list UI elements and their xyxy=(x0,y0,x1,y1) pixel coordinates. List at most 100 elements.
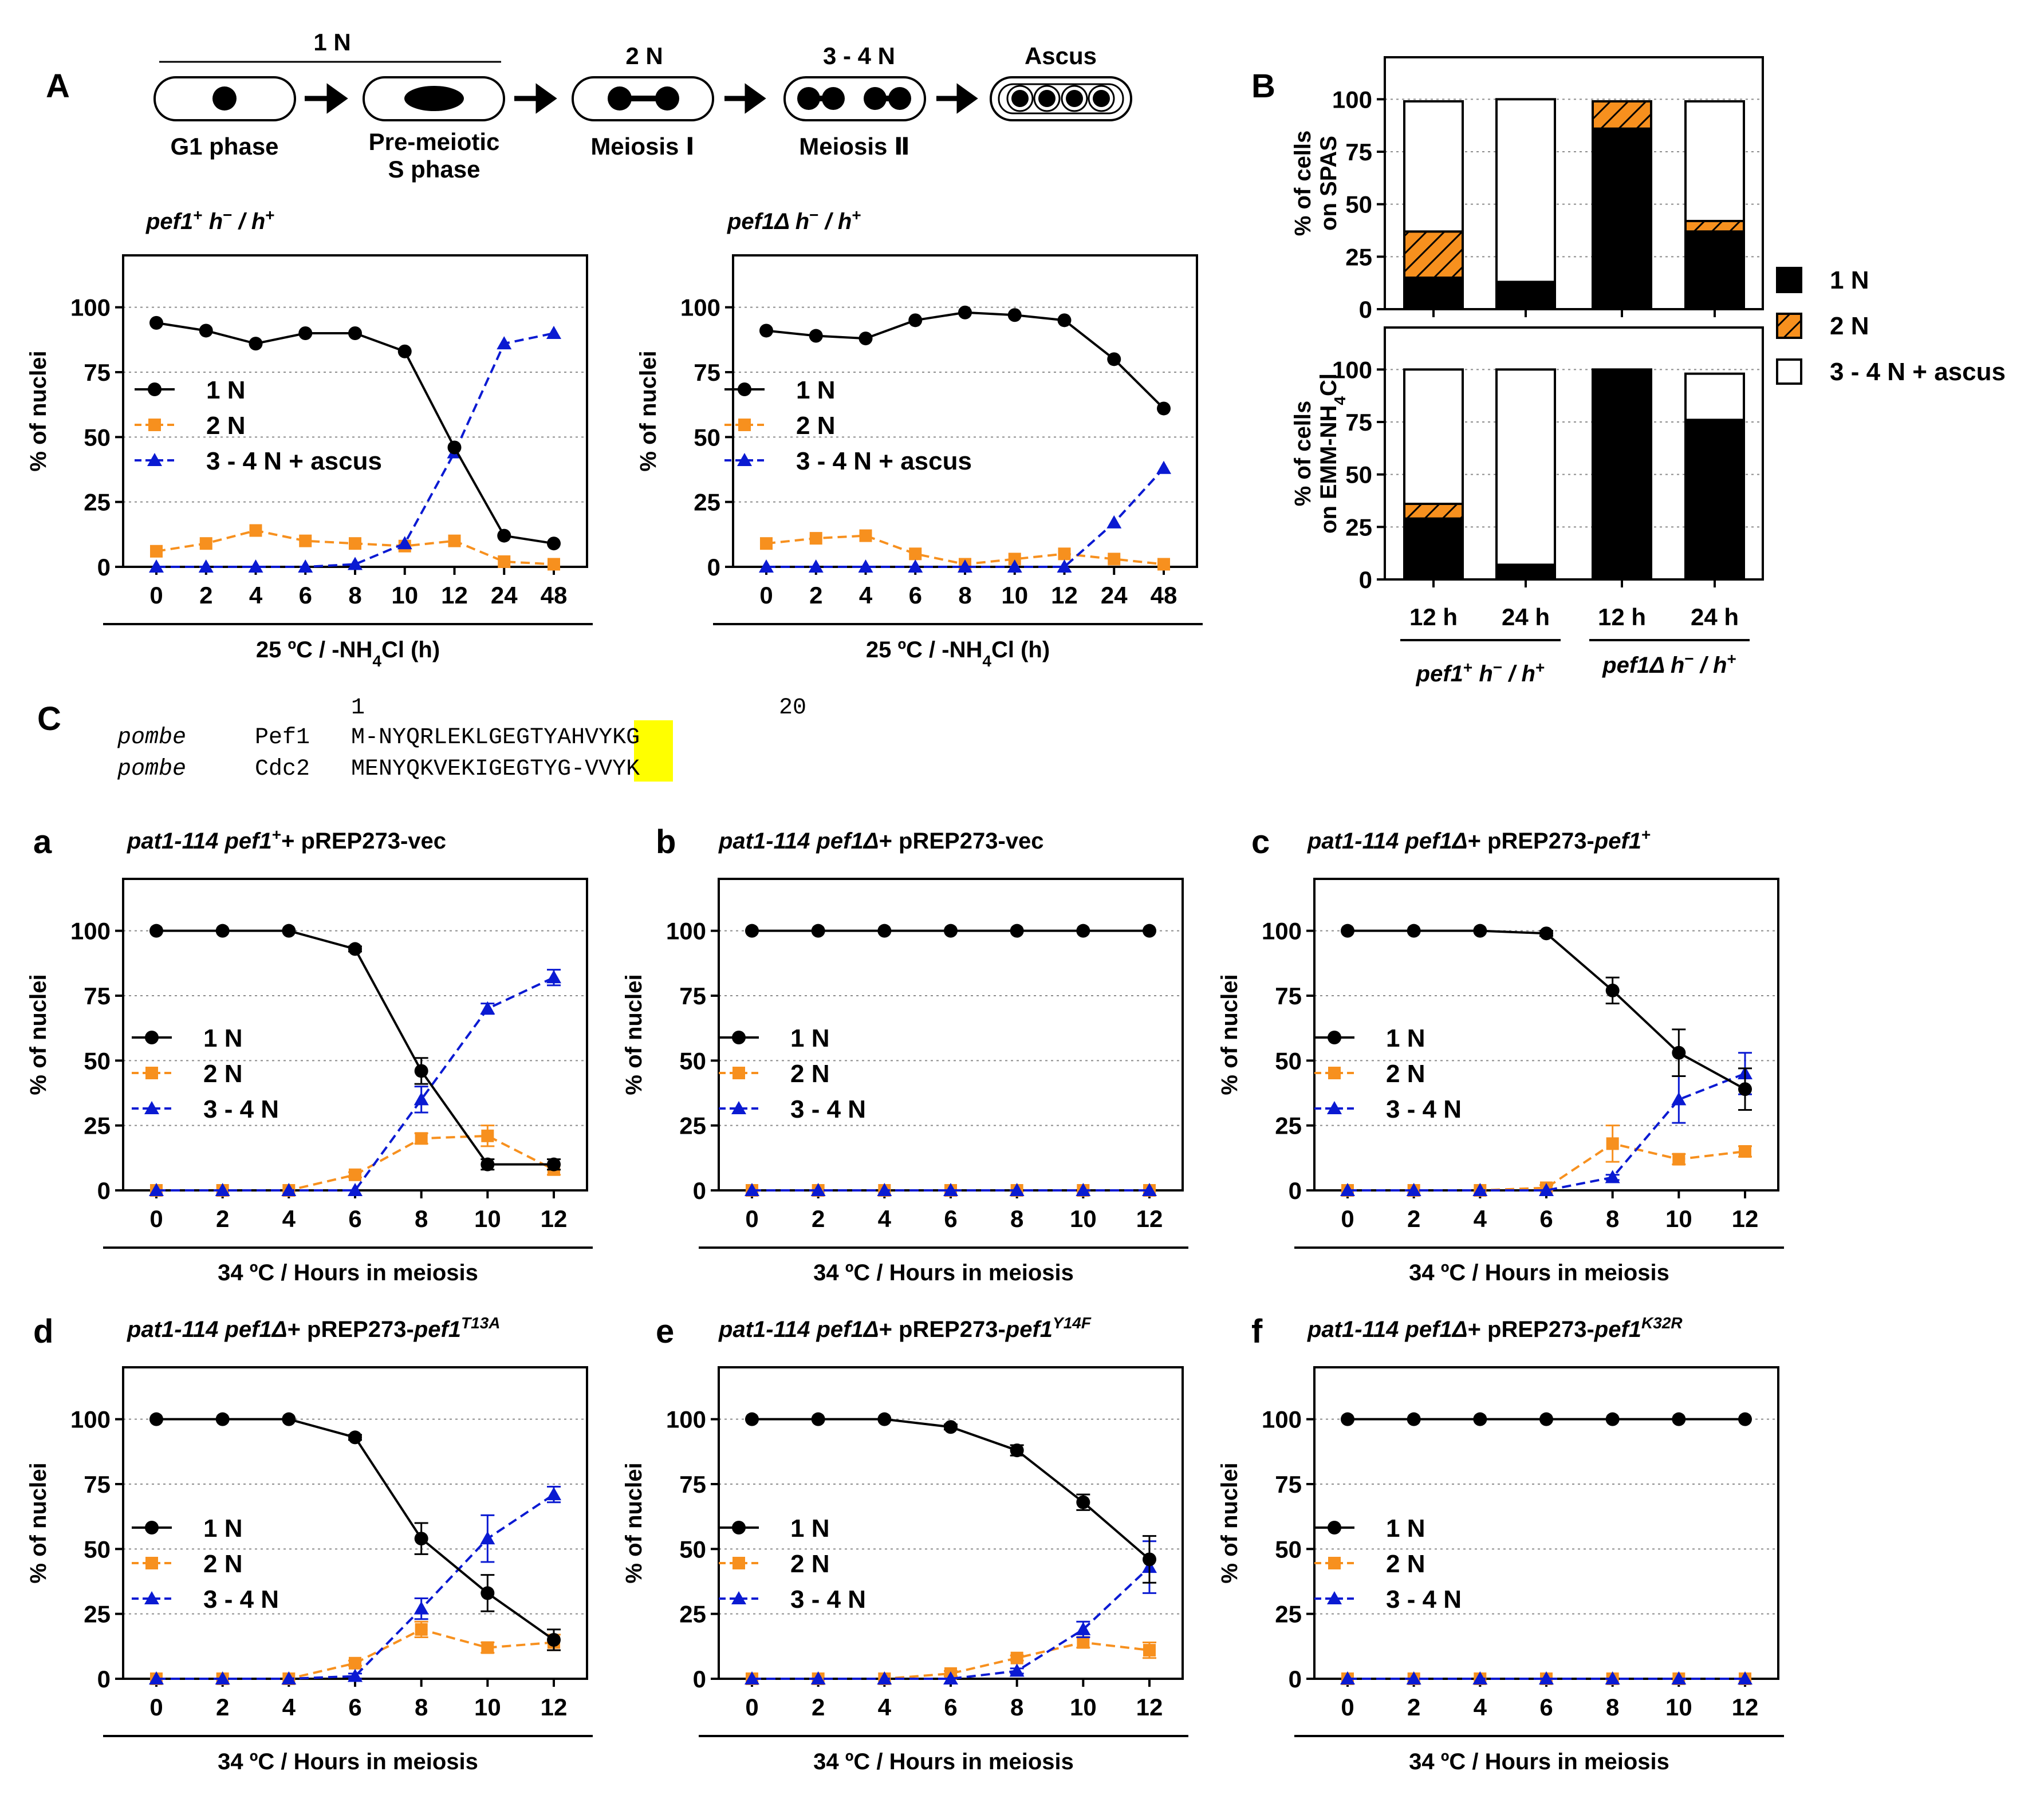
bar-segment-1n xyxy=(1495,281,1556,311)
data-point xyxy=(349,1656,361,1670)
data-point xyxy=(1472,1183,1488,1196)
meiosis-schematic: A 1 N 2 N 3 - 4 N Ascus xyxy=(46,29,1132,183)
data-point xyxy=(249,337,263,351)
y-tick-label: 0 xyxy=(1359,566,1372,593)
x-tick-label: 2 xyxy=(809,582,822,609)
legend-entry: 2 N xyxy=(203,1550,242,1578)
y-tick-label: 0 xyxy=(97,1666,111,1693)
data-point xyxy=(1606,1137,1619,1150)
x-tick-label: 10 xyxy=(1001,582,1028,609)
bar-segment-1n xyxy=(1403,517,1464,581)
data-point xyxy=(481,1129,494,1142)
legend-entry: 1 N xyxy=(203,1514,242,1542)
legend-marker xyxy=(148,419,161,431)
seq-residues-0: M-NYQRLEKLGEGTYAHVYKG xyxy=(351,725,640,751)
series-34n xyxy=(149,969,561,1196)
x-tick-label: 4 xyxy=(282,1694,296,1721)
x-tick-label: 4 xyxy=(249,582,263,609)
arrow-icon xyxy=(305,83,348,114)
legend-entry: 3 - 4 N xyxy=(790,1095,866,1123)
y-tick-label: 25 xyxy=(84,1112,111,1139)
legend-marker xyxy=(1327,1101,1342,1114)
stage-premeiotic-label: Pre-meiotic xyxy=(369,128,500,155)
y-tick-label: 100 xyxy=(70,918,111,945)
legend-entry: 2 N xyxy=(1386,1550,1425,1578)
x-tick-label: 8 xyxy=(1606,1205,1619,1232)
data-point xyxy=(413,1092,429,1106)
data-point xyxy=(1340,1671,1355,1684)
data-point xyxy=(281,1183,297,1196)
seq-residues-1: MENYQKVEKIGEGTYG-VVYK xyxy=(351,756,640,782)
x-tick-label: 6 xyxy=(944,1205,957,1232)
legend-marker xyxy=(732,1031,746,1044)
legend-marker xyxy=(148,382,162,396)
legend: 1 N 2 N 3 - 4 N + ascus xyxy=(135,376,382,475)
y-tick-label: 75 xyxy=(84,359,111,386)
y-tick-label: 50 xyxy=(1275,1536,1302,1563)
data-point xyxy=(1407,1412,1421,1426)
x-tick-label: 4 xyxy=(282,1205,296,1232)
x-tick-label: 6 xyxy=(1539,1694,1553,1721)
bar-segment-34n xyxy=(1684,372,1745,421)
plot-frame xyxy=(1384,326,1764,581)
data-point xyxy=(149,1183,164,1196)
y-tick-label: 100 xyxy=(1262,918,1302,945)
chart-title: pat1-114 pef1++ pREP273-vec xyxy=(127,826,446,854)
legend-entry: 2 N xyxy=(206,412,245,440)
data-point xyxy=(1672,1412,1686,1426)
legend-marker xyxy=(145,1031,159,1044)
data-point xyxy=(1076,1622,1091,1635)
data-point xyxy=(1007,308,1022,322)
y-tick-label: 25 xyxy=(84,1601,111,1628)
data-point xyxy=(1406,1183,1421,1196)
data-point xyxy=(548,558,560,571)
x-tick-label: 6 xyxy=(1539,1205,1553,1232)
y-tick-label: 0 xyxy=(1359,296,1372,323)
data-point xyxy=(448,534,461,547)
legend-entry: 1 N xyxy=(1386,1024,1425,1052)
plot-frame xyxy=(1384,56,1764,310)
series-1n xyxy=(149,1412,561,1651)
data-point xyxy=(149,1671,164,1684)
data-point xyxy=(1157,401,1171,416)
x-tick-label: 24 h xyxy=(1502,603,1550,630)
legend-entry: 3 - 4 N xyxy=(203,1585,279,1613)
y-tick-label: 25 xyxy=(1275,1112,1302,1139)
y-tick-label: 0 xyxy=(1289,1177,1302,1204)
chart-title: pef1Δ h− / h+ xyxy=(727,206,861,235)
data-point xyxy=(1738,1671,1752,1684)
data-point xyxy=(1539,1183,1554,1196)
bar-segment-1n xyxy=(1495,563,1556,581)
legend-entry: 3 - 4 N xyxy=(1386,1585,1462,1613)
data-point xyxy=(1157,558,1170,571)
series-1n xyxy=(149,315,561,551)
x-axis-label: 34 ºC / Hours in meiosis xyxy=(813,1749,1074,1774)
series-34n xyxy=(149,1486,561,1684)
data-point xyxy=(1739,1145,1751,1158)
data-point xyxy=(348,1183,363,1196)
plot-frame xyxy=(1313,878,1779,1192)
y-tick-label: 100 xyxy=(70,1406,111,1433)
legend-marker xyxy=(737,453,752,466)
series-1n xyxy=(149,924,561,1171)
x-tick-label: 6 xyxy=(348,1205,361,1232)
legend-entry: 1 N xyxy=(796,376,835,404)
legend-marker xyxy=(732,1521,746,1534)
data-point xyxy=(1008,553,1021,566)
plot-frame xyxy=(718,1366,1184,1680)
y-tick-label: 50 xyxy=(84,1047,111,1074)
data-point xyxy=(149,1412,163,1426)
legend-entry: 1 N xyxy=(790,1024,829,1052)
y-tick-label: 100 xyxy=(70,294,111,321)
bar-segment-34n xyxy=(1495,368,1556,566)
data-point xyxy=(480,1531,495,1545)
x-tick-label: 48 xyxy=(1151,582,1177,609)
y-tick-label: 75 xyxy=(84,983,111,1009)
data-point xyxy=(1473,924,1487,938)
x-tick-label: 12 xyxy=(541,1205,568,1232)
ploidy-1n-label: 1 N xyxy=(313,29,350,56)
data-point xyxy=(1010,924,1024,938)
series-34n xyxy=(745,1183,1157,1196)
data-point xyxy=(1539,1671,1554,1684)
